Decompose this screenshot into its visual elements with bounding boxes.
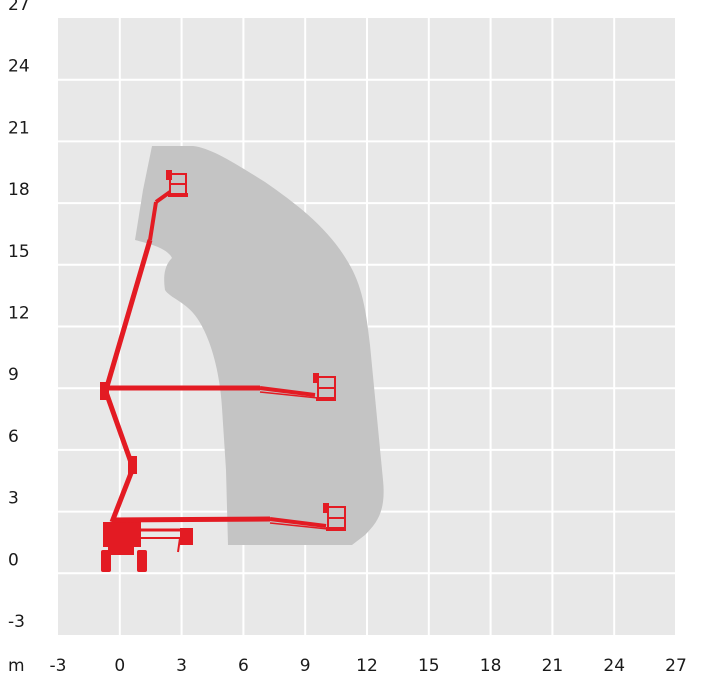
y-tick-label: 0 [8,550,19,570]
x-tick-label: 27 [665,656,687,674]
y-tick-label: 12 [8,304,30,324]
x-tick-label: 3 [176,656,187,674]
y-tick-label: 9 [8,365,19,385]
platform-basket-mid [316,376,336,401]
y-axis-tick-labels: -3 0 3 6 9 12 15 18 21 24 27 [8,0,30,632]
x-tick-label: 6 [238,656,249,674]
x-tick-label: 9 [300,656,311,674]
x-tick-label: 15 [418,656,440,674]
x-axis-tick-labels: -3 0 3 6 9 12 15 18 21 24 27 [50,656,687,676]
y-tick-label: -3 [8,612,25,632]
x-tick-label: 0 [114,656,125,674]
y-tick-label: 24 [8,57,30,77]
x-tick-label: 24 [603,656,625,674]
platform-basket-top [168,173,188,197]
machine-chassis [101,522,193,572]
lower-boom-rear [100,382,137,523]
y-tick-label: 15 [8,242,30,262]
boom-position-raised [103,170,172,391]
x-tick-label: 21 [542,656,564,674]
x-axis-unit-label: m [8,656,25,674]
y-tick-label: 27 [8,0,30,15]
y-tick-label: 21 [8,118,30,138]
working-envelope [135,146,384,545]
aerial-platform-machine [100,170,346,572]
boom-position-mid [106,373,319,399]
x-tick-label: 18 [480,656,502,674]
platform-basket-low [326,506,346,531]
x-tick-label: -3 [50,656,67,674]
y-tick-label: 3 [8,489,19,509]
y-tick-label: 18 [8,180,30,200]
x-tick-label: 12 [356,656,378,674]
y-tick-label: 6 [8,427,19,447]
boom-position-low [111,503,329,530]
